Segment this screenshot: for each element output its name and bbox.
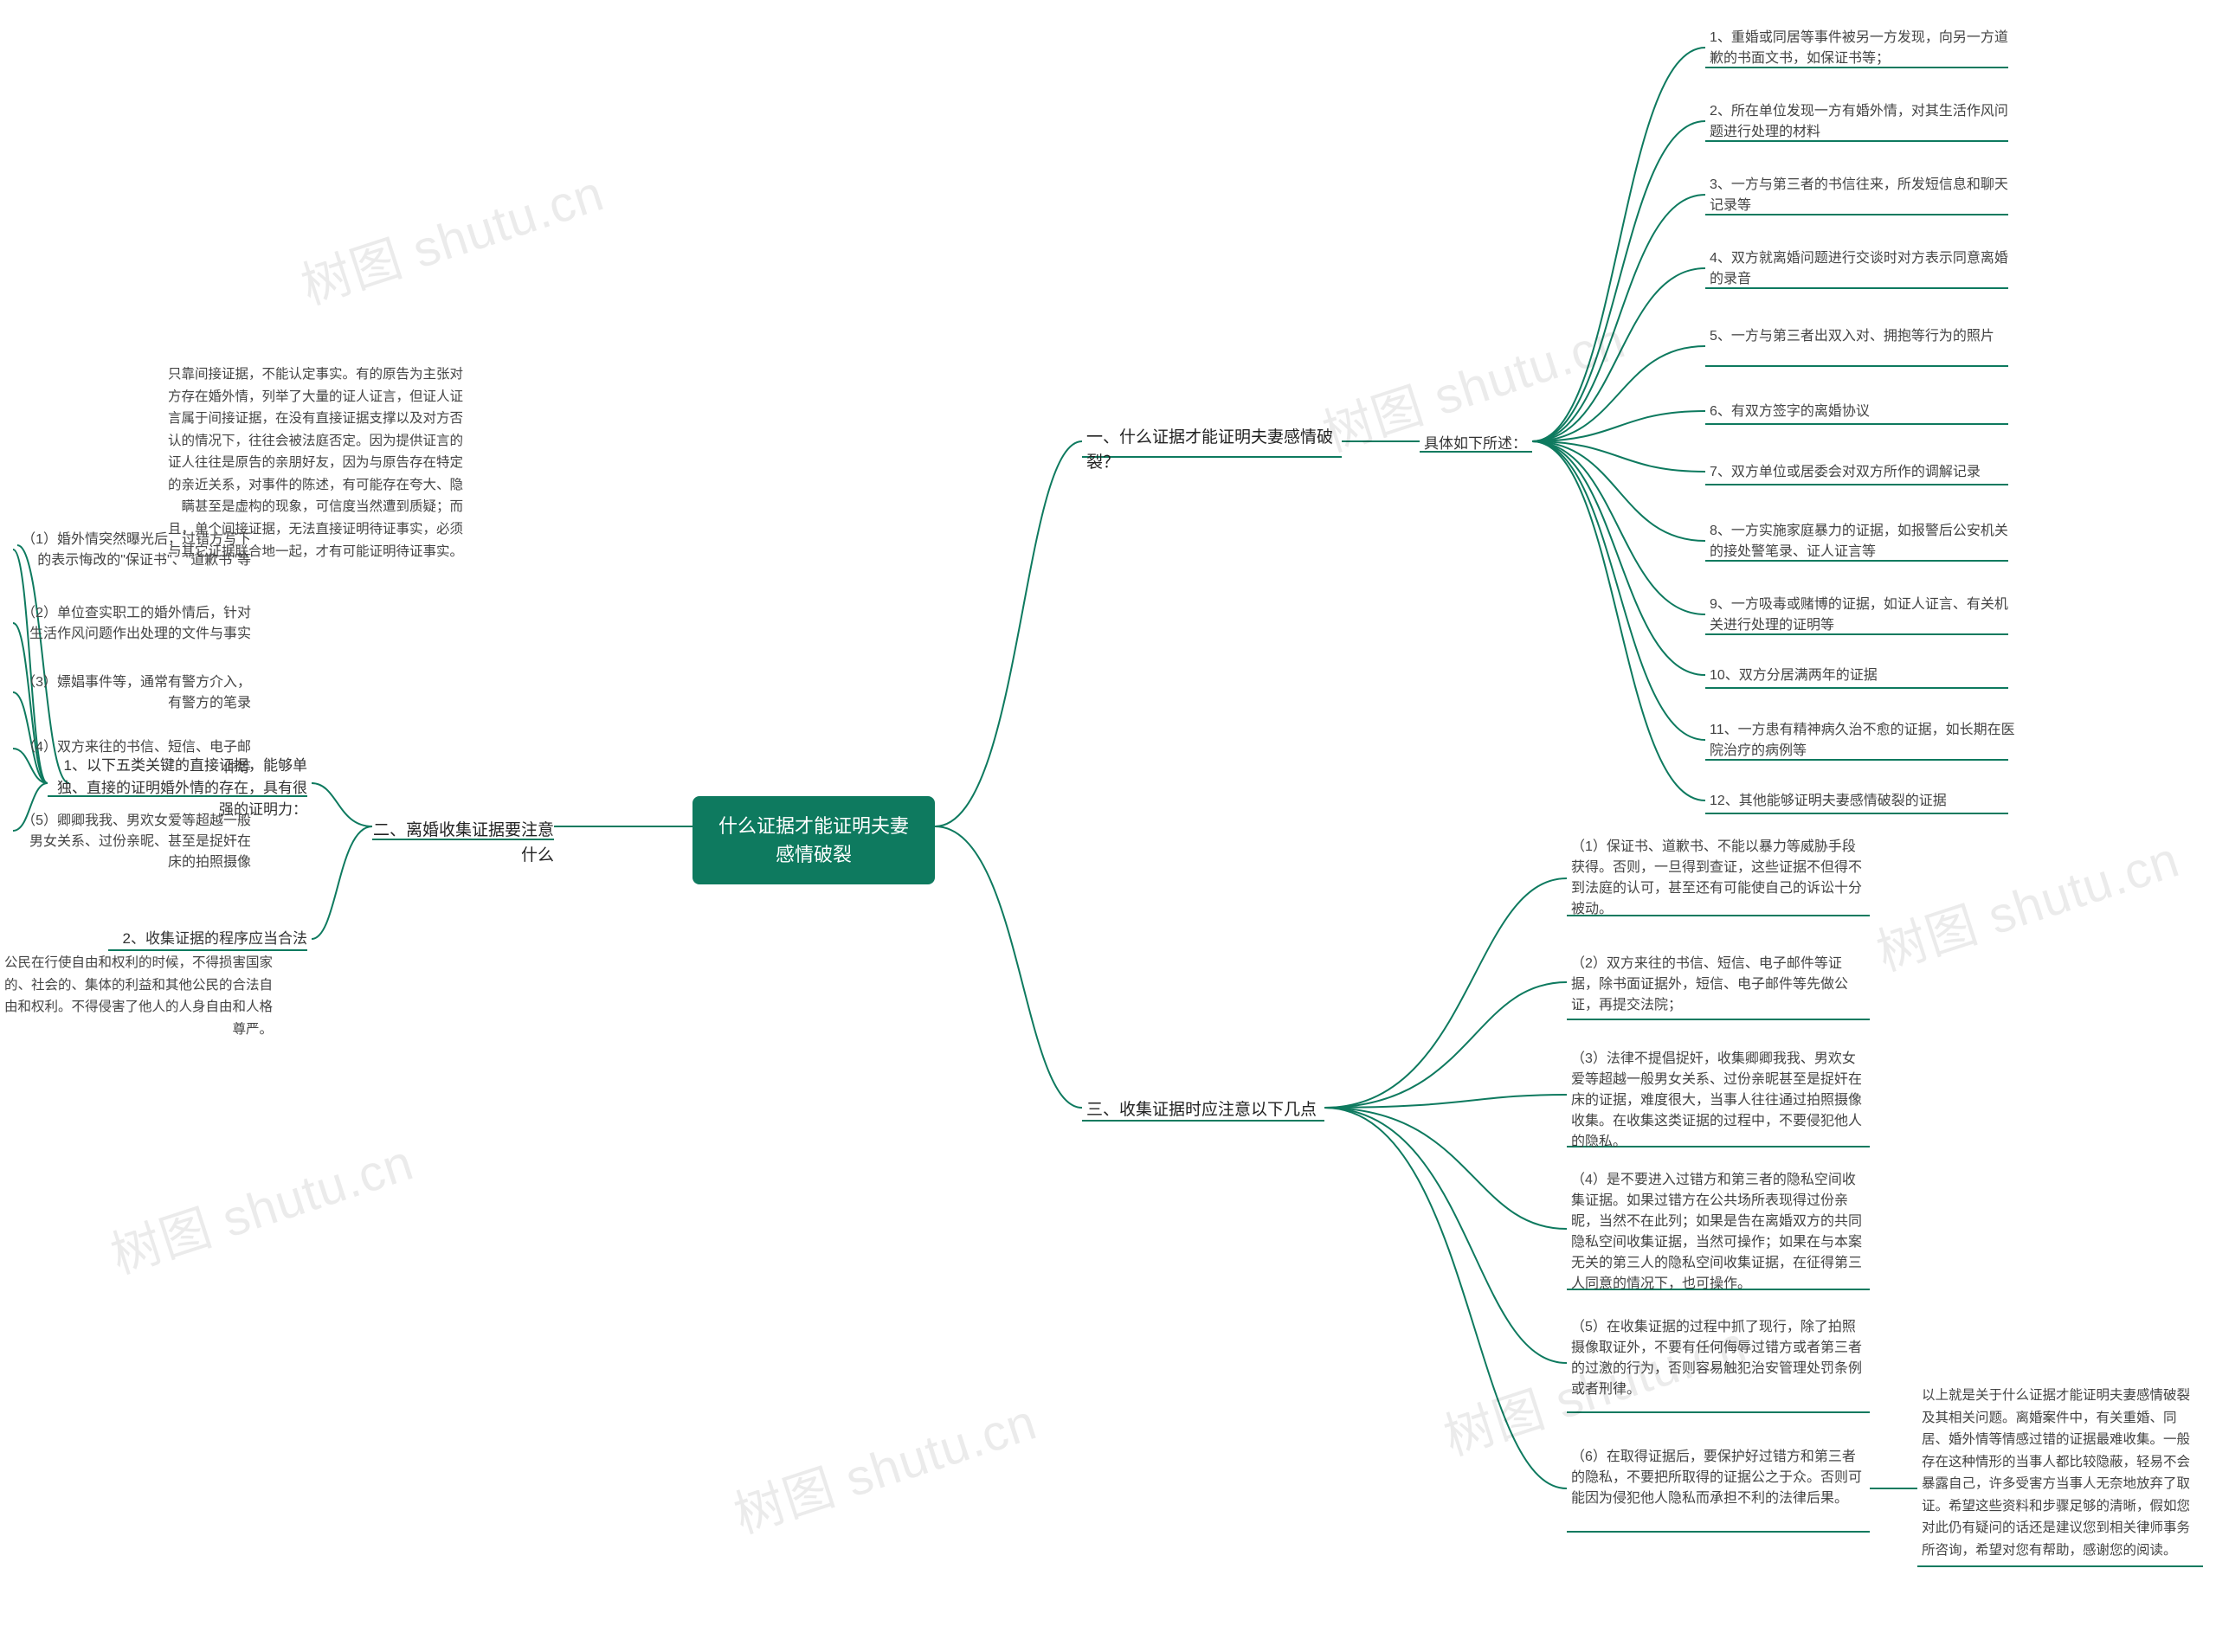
branch-2-sub2-para-text: 公民在行使自由和权利的时候，不得损害国家的、社会的、集体的利益和其他公民的合法自…	[4, 955, 273, 1037]
b2s1-item-1-text: （1）婚外情突然曝光后，过错方写下的表示悔改的"保证书"、"道歉书"等	[22, 532, 251, 568]
root-node: 什么证据才能证明夫妻感情破裂	[692, 796, 935, 884]
b2s1-item-4: （4）双方来往的书信、短信、电子邮件等	[17, 736, 251, 781]
branch-2: 二、离婚收集证据要注意什么	[372, 815, 554, 873]
branch-1: 一、什么证据才能证明夫妻感情破裂？	[1086, 422, 1342, 480]
b1-item-3: 3、一方与第三者的书信往来，所发短信息和聊天记录等	[1710, 173, 2021, 218]
branch-1-mid-label: 具体如下所述：	[1424, 435, 1527, 452]
branch-1-mid: 具体如下所述：	[1424, 431, 1527, 457]
b1-item-9-text: 9、一方吸毒或赌博的证据，如证人证言、有关机关进行处理的证明等	[1710, 597, 2008, 633]
branch-2-sub2-para: 公民在行使自由和权利的时候，不得损害国家的、社会的、集体的利益和其他公民的合法自…	[4, 952, 273, 1040]
b1-item-4-text: 4、双方就离婚问题进行交谈时对方表示同意离婚的录音	[1710, 251, 2008, 286]
b2s1-item-5-text: （5）卿卿我我、男欢女爱等超越一般男女关系、过份亲昵、甚至是捉奸在床的拍照摄像	[22, 813, 251, 870]
b3-item-2: （2）双方来往的书信、短信、电子邮件等证据，除书面证据外，短信、电子邮件等先做公…	[1571, 952, 1865, 1018]
b1-item-12: 12、其他能够证明夫妻感情破裂的证据	[1710, 789, 1947, 813]
b1-item-2: 2、所在单位发现一方有婚外情，对其生活作风问题进行处理的材料	[1710, 100, 2021, 145]
watermark: 树图 shutu.cn	[1866, 819, 2187, 985]
b2s1-item-1: （1）婚外情突然曝光后，过错方写下的表示悔改的"保证书"、"道歉书"等	[17, 528, 251, 573]
b1-item-2-text: 2、所在单位发现一方有婚外情，对其生活作风问题进行处理的材料	[1710, 104, 2008, 139]
b2s1-item-2: （2）单位查实职工的婚外情后，针对生活作风问题作出处理的文件与事实	[17, 601, 251, 646]
b1-item-5-text: 5、一方与第三者出双入对、拥抱等行为的照片	[1710, 329, 1994, 344]
b1-item-10-text: 10、双方分居满两年的证据	[1710, 668, 1878, 683]
b3-item-6: （6）在取得证据后，要保护好过错方和第三者的隐私，不要把所取得的证据公之于众。否…	[1571, 1445, 1865, 1511]
b1-item-1: 1、重婚或同居等事件被另一方发现，向另一方道歉的书面文书，如保证书等；	[1710, 26, 2021, 71]
branch-3: 三、收集证据时应注意以下几点	[1086, 1095, 1324, 1128]
b3-item-1: （1）保证书、道歉书、不能以暴力等威胁手段获得。否则，一旦得到查证，这些证据不但…	[1571, 835, 1865, 922]
b1-item-8-text: 8、一方实施家庭暴力的证据，如报警后公安机关的接处警笔录、证人证言等	[1710, 524, 2008, 559]
b2s1-item-3: （3）嫖娼事件等，通常有警方介入，有警方的笔录	[17, 671, 251, 716]
b1-item-12-text: 12、其他能够证明夫妻感情破裂的证据	[1710, 794, 1947, 808]
b2s1-item-3-text: （3）嫖娼事件等，通常有警方介入，有警方的笔录	[22, 675, 251, 710]
b1-item-7-text: 7、双方单位或居委会对双方所作的调解记录	[1710, 465, 1981, 479]
b2s1-item-5: （5）卿卿我我、男欢女爱等超越一般男女关系、过份亲昵、甚至是捉奸在床的拍照摄像	[17, 809, 251, 875]
b3-item-3-text: （3）法律不提倡捉奸，收集卿卿我我、男欢女爱等超越一般男女关系、过份亲昵甚至是捉…	[1571, 1051, 1862, 1149]
branch-2-label: 二、离婚收集证据要注意什么	[373, 821, 554, 865]
b1-item-1-text: 1、重婚或同居等事件被另一方发现，向另一方道歉的书面文书，如保证书等；	[1710, 30, 2008, 66]
b3-item-3: （3）法律不提倡捉奸，收集卿卿我我、男欢女爱等超越一般男女关系、过份亲昵甚至是捉…	[1571, 1047, 1865, 1154]
b3-item-4-text: （4）是不要进入过错方和第三者的隐私空间收集证据。如果过错方在公共场所表现得过份…	[1571, 1173, 1862, 1291]
b1-item-8: 8、一方实施家庭暴力的证据，如报警后公安机关的接处警笔录、证人证言等	[1710, 519, 2021, 564]
branch-2-sub2: 2、收集证据的程序应当合法	[108, 926, 307, 952]
b1-item-3-text: 3、一方与第三者的书信往来，所发短信息和聊天记录等	[1710, 177, 2008, 213]
b1-item-6-text: 6、有双方签字的离婚协议	[1710, 404, 1870, 419]
b2s1-item-4-text: （4）双方来往的书信、短信、电子邮件等	[22, 740, 251, 775]
b1-item-11-text: 11、一方患有精神病久治不愈的证据，如长期在医院治疗的病例等	[1710, 723, 2015, 758]
branch-1-label: 一、什么证据才能证明夫妻感情破裂？	[1086, 428, 1333, 472]
b1-item-9: 9、一方吸毒或赌博的证据，如证人证言、有关机关进行处理的证明等	[1710, 593, 2021, 638]
b3-closing: 以上就是关于什么证据才能证明夫妻感情破裂及其相关问题。离婚案件中，有关重婚、同居…	[1922, 1385, 2203, 1562]
b1-item-10: 10、双方分居满两年的证据	[1710, 664, 1878, 688]
b2s1-item-2-text: （2）单位查实职工的婚外情后，针对生活作风问题作出处理的文件与事实	[22, 606, 251, 641]
b3-closing-text: 以上就是关于什么证据才能证明夫妻感情破裂及其相关问题。离婚案件中，有关重婚、同居…	[1922, 1388, 2190, 1558]
b3-item-5-text: （5）在收集证据的过程中抓了现行，除了拍照摄像取证外，不要有任何侮辱过错方或者第…	[1571, 1320, 1862, 1397]
b3-item-4: （4）是不要进入过错方和第三者的隐私空间收集证据。如果过错方在公共场所表现得过份…	[1571, 1168, 1865, 1296]
b1-item-6: 6、有双方签字的离婚协议	[1710, 400, 1870, 424]
watermark: 树图 shutu.cn	[100, 1122, 422, 1288]
b3-item-5: （5）在收集证据的过程中抓了现行，除了拍照摄像取证外，不要有任何侮辱过错方或者第…	[1571, 1315, 1865, 1402]
b3-item-1-text: （1）保证书、道歉书、不能以暴力等威胁手段获得。否则，一旦得到查证，这些证据不但…	[1571, 839, 1862, 916]
watermark: 树图 shutu.cn	[291, 152, 612, 318]
b1-item-4: 4、双方就离婚问题进行交谈时对方表示同意离婚的录音	[1710, 247, 2021, 292]
b1-item-11: 11、一方患有精神病久治不愈的证据，如长期在医院治疗的病例等	[1710, 718, 2021, 763]
root-label: 什么证据才能证明夫妻感情破裂	[718, 815, 909, 865]
b1-item-5: 5、一方与第三者出双入对、拥抱等行为的照片	[1710, 325, 1994, 349]
branch-3-label: 三、收集证据时应注意以下几点	[1086, 1101, 1317, 1119]
b3-item-2-text: （2）双方来往的书信、短信、电子邮件等证据，除书面证据外，短信、电子邮件等先做公…	[1571, 956, 1848, 1012]
watermark: 树图 shutu.cn	[724, 1381, 1045, 1547]
b1-item-7: 7、双方单位或居委会对双方所作的调解记录	[1710, 460, 1981, 485]
b3-item-6-text: （6）在取得证据后，要保护好过错方和第三者的隐私，不要把所取得的证据公之于众。否…	[1571, 1450, 1862, 1506]
branch-2-sub2-label: 2、收集证据的程序应当合法	[123, 930, 307, 947]
